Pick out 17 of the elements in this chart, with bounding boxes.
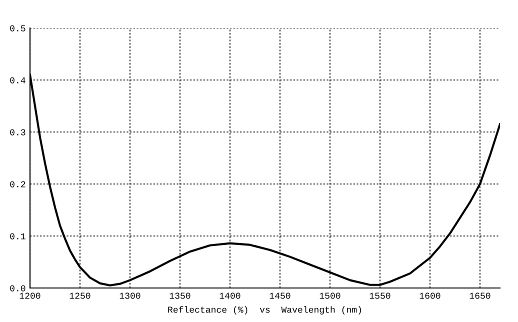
x-tick-label: 1500	[320, 292, 340, 299]
x-tick-label: 1550	[370, 292, 390, 299]
x-tick-label: 1450	[270, 292, 290, 299]
x-tick-label: 1650	[470, 292, 490, 299]
y-tick-label: 0.5	[10, 25, 26, 32]
y-tick-label: 0.4	[10, 77, 26, 84]
x-tick-label: 1350	[170, 292, 190, 299]
x-tick-label: 1250	[70, 292, 90, 299]
x-tick-label: 1400	[220, 292, 240, 299]
x-axis-title: Reflectance (%) vs Wavelength (nm)	[168, 306, 361, 315]
y-tick-label: 0.2	[10, 181, 26, 188]
x-tick-label: 1600	[420, 292, 440, 299]
y-tick-label: 0.3	[10, 129, 26, 136]
x-tick-label: 1300	[120, 292, 140, 299]
x-tick-label: 1200	[20, 292, 40, 299]
y-tick-label: 0.1	[10, 233, 26, 240]
y-tick-label: 0.0	[10, 285, 26, 292]
